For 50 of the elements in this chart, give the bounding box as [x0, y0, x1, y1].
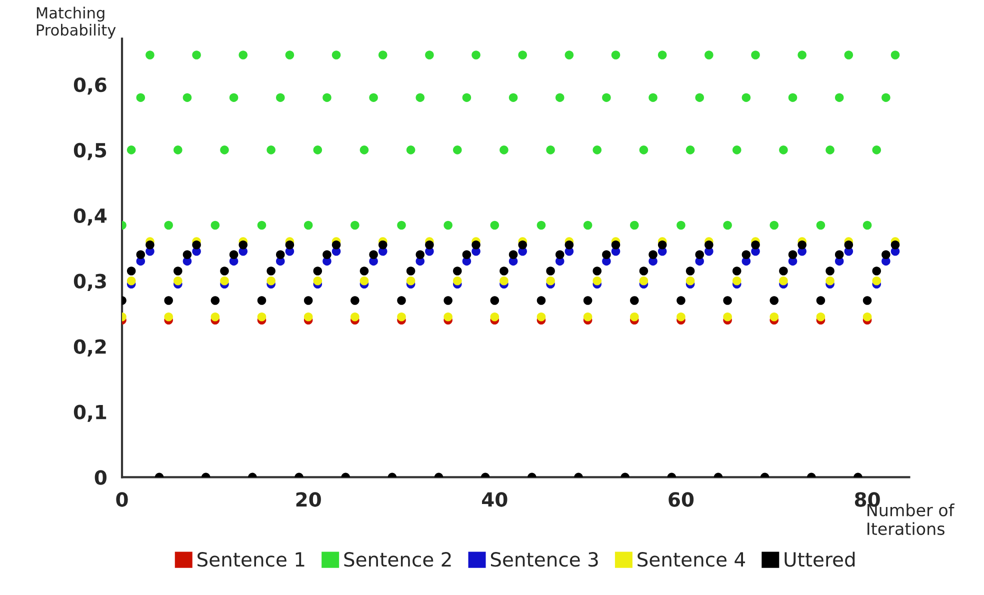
point: [826, 276, 834, 286]
point: [723, 312, 732, 322]
point: [266, 276, 276, 286]
legend-label: Sentence 1: [198, 552, 304, 567]
x-tick-label: 20: [296, 492, 321, 507]
point: [592, 276, 602, 286]
point: [779, 276, 788, 286]
point: [500, 276, 508, 286]
y-tick-label: 0,1: [74, 404, 106, 422]
point: [210, 312, 220, 322]
x-tick-label: 40: [482, 492, 508, 507]
point: [397, 312, 406, 322]
point: [490, 312, 500, 322]
point: [872, 276, 881, 286]
point: [350, 312, 360, 322]
y-tick-label: 0,6: [74, 77, 106, 95]
y-tick-label: 0,5: [74, 142, 106, 160]
point: [816, 312, 826, 322]
point: [164, 312, 173, 322]
legend-label: Sentence 3: [490, 552, 598, 567]
point: [686, 276, 695, 286]
legend-label: Uttered: [784, 552, 855, 567]
point: [583, 312, 592, 322]
point: [630, 312, 639, 322]
y-tick-label: 0,2: [74, 339, 106, 356]
y-tick-label: 0,4: [74, 208, 107, 226]
point: [126, 276, 136, 286]
point: [770, 312, 779, 322]
y-tick-label: 0,3: [74, 274, 106, 291]
point: [257, 312, 266, 322]
point: [174, 276, 182, 286]
x-tick-label: 60: [668, 492, 694, 507]
point: [313, 276, 322, 286]
point: [676, 312, 686, 322]
y-axis-title: Matching Probability: [36, 6, 116, 39]
point: [639, 276, 648, 286]
point: [536, 312, 546, 322]
point: [360, 276, 369, 286]
point: [453, 276, 462, 286]
point: [220, 276, 229, 286]
point: [304, 312, 313, 322]
point: [444, 312, 452, 322]
legend-label: Sentence 4: [638, 552, 746, 567]
point: [546, 276, 555, 286]
point: [862, 312, 872, 322]
point: [406, 276, 416, 286]
point: [732, 276, 742, 286]
legend-label: Sentence 2: [344, 552, 451, 567]
x-tick-label: 0: [116, 492, 128, 507]
y-tick-label: 0: [94, 470, 107, 485]
